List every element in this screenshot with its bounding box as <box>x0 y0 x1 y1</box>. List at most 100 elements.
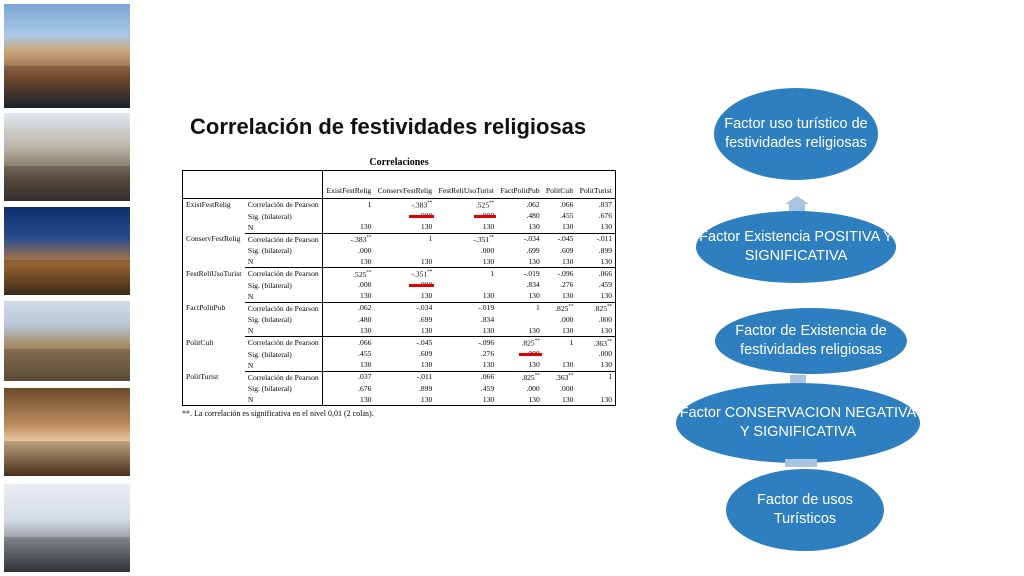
cell-value: .000 <box>526 383 540 393</box>
cell-value: .276 <box>480 349 495 359</box>
cell-value: 130 <box>600 360 612 370</box>
column-header: PolitCult <box>542 170 577 199</box>
table-cell: 1 <box>322 198 375 211</box>
cell-value: 130 <box>420 394 433 404</box>
table-cell: -.045 <box>543 233 577 245</box>
row-variable: ExistFestRelig <box>186 200 231 209</box>
cell-value: .000 <box>560 383 574 393</box>
table-cell: 130 <box>322 325 375 338</box>
cell-value: -.383** <box>350 235 372 245</box>
table-cell: 130 <box>497 394 543 407</box>
table-cell: 130 <box>374 325 436 338</box>
table-cell: -.034 <box>374 302 435 314</box>
table-cell: -.011 <box>576 233 615 245</box>
significance-marker: ** <box>366 270 372 276</box>
table-cell: .000 <box>576 349 615 360</box>
table-cell: .276 <box>435 349 497 360</box>
cell-value: .609 <box>418 349 433 359</box>
cell-value: .609 <box>560 245 574 255</box>
cell-value: .455 <box>358 349 372 359</box>
photo-street-crowd <box>4 113 130 201</box>
arrow-up-icon <box>785 196 809 204</box>
arrow-up-stem <box>789 204 805 212</box>
cell-value: .000 <box>598 349 612 359</box>
table-cell: -.096 <box>435 337 497 349</box>
table-cell: .480 <box>497 211 543 222</box>
cell-value: .066 <box>598 268 612 278</box>
cell-value: -.096 <box>478 337 495 347</box>
table-cell: 130 <box>542 221 577 234</box>
cell-value: .455 <box>560 211 574 221</box>
cell-value: 130 <box>482 291 495 301</box>
table-cell: .037 <box>576 199 615 211</box>
cell-value: .825** <box>521 373 540 383</box>
table-cell: .037 <box>322 371 375 384</box>
stat-label: Sig. (bilateral) <box>247 315 292 325</box>
connector-bar <box>790 375 806 383</box>
significance-marker: ** <box>534 373 540 379</box>
table-cell: 130 <box>497 359 543 372</box>
table-cell: .455 <box>543 211 577 222</box>
stat-label: Sig. (bilateral) <box>247 280 292 290</box>
cell-value: -.351** <box>473 235 495 245</box>
correlation-table: ExistFestRelig ConservFestRelig FestReliUs… <box>182 170 616 407</box>
cell-value: 130 <box>482 222 495 232</box>
stat-label: Correlación de Pearson <box>247 269 319 279</box>
table-cell <box>497 314 543 325</box>
cell-value: 130 <box>360 291 372 301</box>
table-row: N 130 130 130 130 130 130 <box>183 221 616 234</box>
stat-label: Correlación de Pearson <box>247 234 319 244</box>
cell-value: .459 <box>480 383 495 393</box>
table-cell: .066 <box>576 268 615 280</box>
table-footnote: **. La correlación es significativa en e… <box>182 409 374 419</box>
table-cell: .276 <box>543 280 577 291</box>
table-cell: 130 <box>576 394 616 407</box>
table-cell: 130 <box>322 290 375 303</box>
row-variable: FactPolitPub <box>186 303 226 313</box>
cell-value: 130 <box>600 291 612 301</box>
table-cell: 130 <box>542 325 577 338</box>
table-cell: .899 <box>374 383 435 394</box>
table-cell: .066 <box>435 371 497 383</box>
cell-value: .062 <box>526 199 540 209</box>
table-cell: .834 <box>497 280 543 291</box>
stat-label: N <box>244 221 323 234</box>
cell-value: 130 <box>600 256 612 266</box>
cell-value: .899 <box>598 245 612 255</box>
cell-value: .066 <box>480 372 495 382</box>
table-cell: .000 <box>576 314 615 325</box>
table-cell: -.351** <box>374 268 435 286</box>
stat-label: N <box>244 325 323 338</box>
cell-value: 130 <box>360 325 372 335</box>
table-cell: 1 <box>374 233 435 245</box>
cell-value: 130 <box>482 325 495 335</box>
table-row: Sig. (bilateral) .676 .899 .459 .000 .000 <box>183 383 616 395</box>
table-row: PolitCult Correlación de Pearson .066 -.045… <box>183 336 616 355</box>
table-cell: .363** <box>543 371 577 383</box>
cell-value: .480 <box>358 314 372 324</box>
table-cell: -.096 <box>543 268 577 280</box>
stat-label: Sig. (bilateral) <box>247 349 292 359</box>
column-header: FactPolitPub <box>497 170 543 199</box>
table-cell: -.011 <box>374 371 435 383</box>
cell-value: 1 <box>535 303 540 313</box>
table-cell: .825** <box>497 337 543 355</box>
table-cell: -.383** <box>322 233 375 246</box>
table-cell: 130 <box>322 221 375 234</box>
cell-value: 130 <box>420 256 433 266</box>
cell-value: -.351** <box>409 269 435 286</box>
table-cell: 130 <box>435 290 498 303</box>
cell-value: 130 <box>482 394 495 404</box>
cell-value: 130 <box>528 291 540 301</box>
cell-value: .525** <box>473 200 497 217</box>
cell-value: -.034 <box>523 234 540 244</box>
cell-value: 130 <box>482 360 495 370</box>
table-row: N 130 130 130 130 130 130 <box>183 256 616 269</box>
table-row: N 130 130 130 130 130 130 <box>183 290 616 303</box>
cell-value: .066 <box>358 337 372 347</box>
stat-label: Correlación de Pearson <box>247 303 319 313</box>
table-cell: 130 <box>435 221 498 234</box>
table-cell: 1 <box>576 371 615 383</box>
cell-value: -.096 <box>557 268 574 278</box>
table-row: Sig. (bilateral) .000 .000 .699 .609 .899 <box>183 245 616 257</box>
